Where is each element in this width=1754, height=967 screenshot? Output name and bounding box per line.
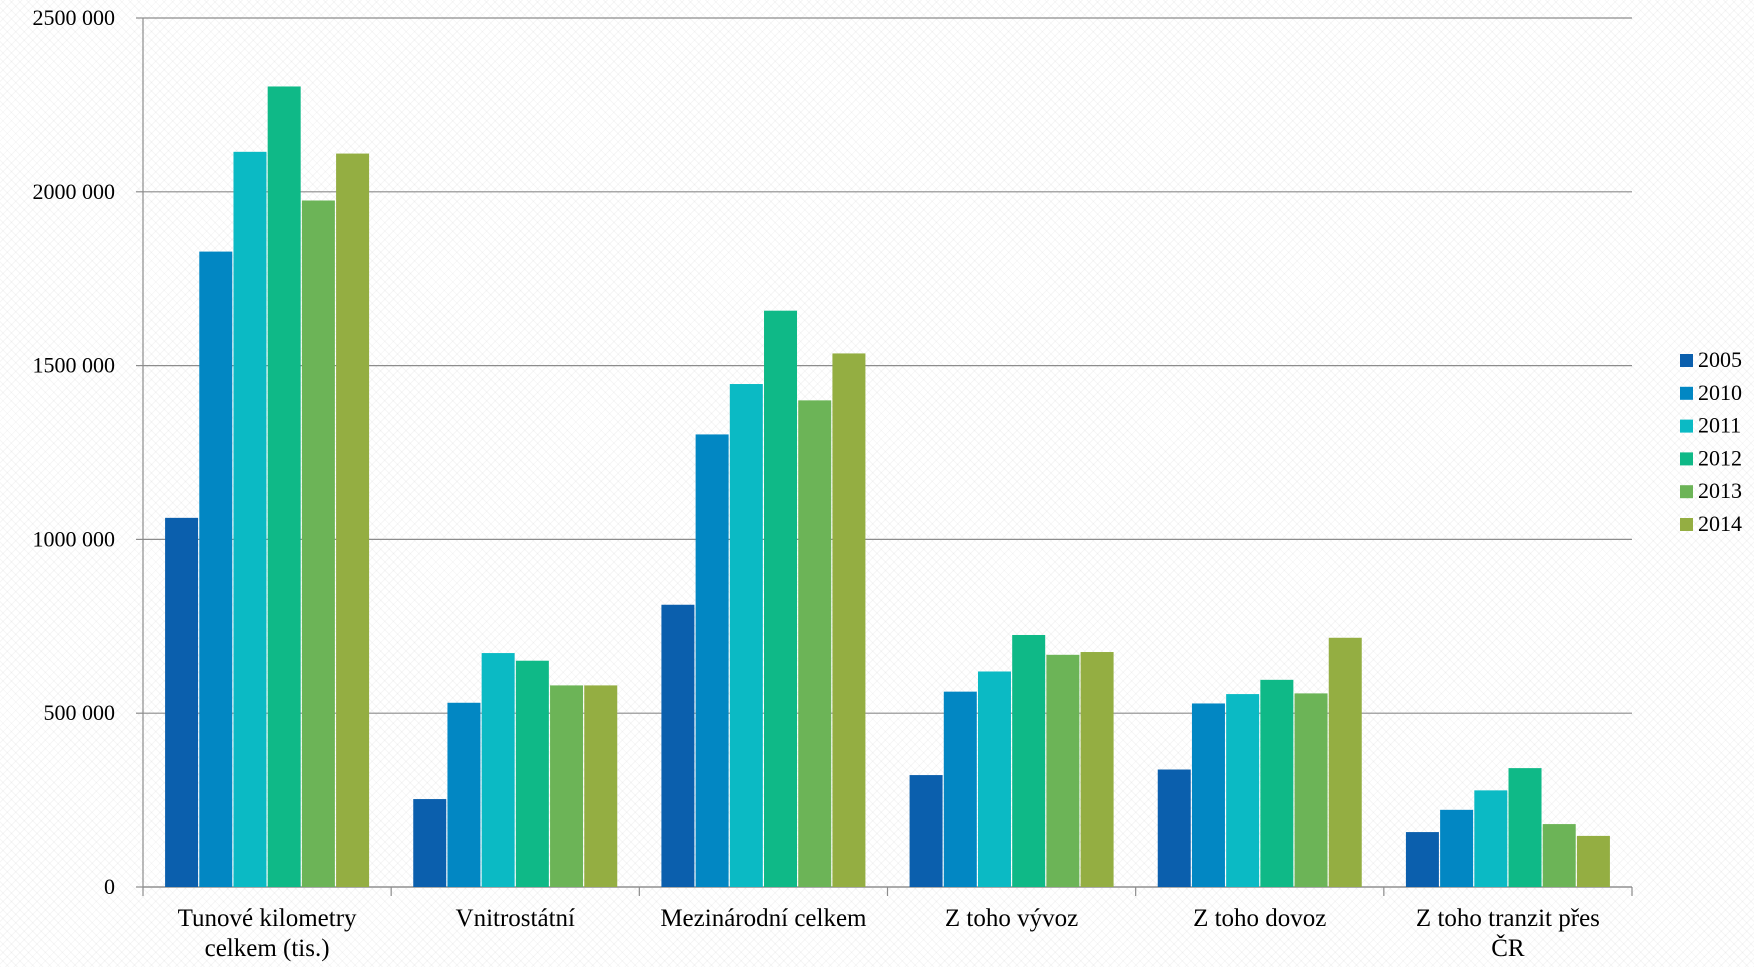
legend-label: 2005 bbox=[1698, 347, 1742, 372]
bar-2012 bbox=[515, 660, 549, 887]
legend-label: 2011 bbox=[1698, 413, 1741, 438]
legend-swatch-2010 bbox=[1680, 386, 1693, 400]
bar-2010 bbox=[1191, 703, 1225, 887]
legend-swatch-2012 bbox=[1680, 452, 1693, 466]
legend-swatch-2005 bbox=[1680, 354, 1693, 367]
bar-2013 bbox=[1294, 693, 1328, 887]
bar-2010 bbox=[199, 251, 233, 887]
category-label: ČR bbox=[1491, 934, 1525, 962]
bar-2005 bbox=[1405, 832, 1439, 887]
bar-2011 bbox=[729, 384, 763, 887]
bar-2011 bbox=[977, 671, 1011, 887]
bar-2013 bbox=[1542, 824, 1576, 887]
bar-2014 bbox=[1080, 652, 1114, 887]
bar-2012 bbox=[1508, 768, 1542, 887]
bar-2013 bbox=[301, 200, 335, 888]
category-label: celkem (tis.) bbox=[205, 935, 330, 962]
category-label: Vnitrostátní bbox=[456, 905, 575, 932]
bar-2014 bbox=[1576, 835, 1610, 887]
bar-2012 bbox=[764, 310, 798, 887]
bar-2005 bbox=[909, 775, 943, 887]
legend-swatch-2011 bbox=[1680, 419, 1693, 433]
category-label: Tunové kilometry bbox=[178, 905, 357, 932]
bar-2005 bbox=[413, 799, 447, 887]
legend-label: 2013 bbox=[1698, 478, 1742, 503]
bar-2011 bbox=[1474, 790, 1508, 887]
y-tick-label: 500 000 bbox=[44, 700, 116, 725]
legend-label: 2014 bbox=[1698, 511, 1742, 536]
y-tick-label: 2500 000 bbox=[33, 5, 116, 30]
bar-2012 bbox=[267, 86, 301, 888]
bar-2010 bbox=[447, 702, 481, 887]
legend-swatch-2013 bbox=[1680, 485, 1693, 499]
y-tick-label: 1000 000 bbox=[33, 526, 116, 551]
bar-2005 bbox=[661, 604, 695, 887]
bar-2012 bbox=[1260, 679, 1294, 887]
bar-2014 bbox=[1328, 637, 1362, 887]
y-tick-label: 2000 000 bbox=[33, 179, 116, 204]
bar-2011 bbox=[233, 151, 267, 888]
bar-2005 bbox=[165, 517, 199, 887]
y-tick-label: 0 bbox=[104, 874, 115, 899]
legend-label: 2012 bbox=[1698, 445, 1742, 470]
bar-2013 bbox=[550, 685, 584, 887]
bar-2013 bbox=[798, 400, 832, 887]
bar-2011 bbox=[1226, 694, 1260, 887]
bar-2010 bbox=[943, 691, 977, 887]
bar-2010 bbox=[1440, 809, 1474, 887]
legend-swatch-2014 bbox=[1680, 518, 1693, 531]
category-label: Mezinárodní celkem bbox=[660, 905, 867, 932]
bar-2010 bbox=[695, 434, 729, 887]
bar-2014 bbox=[832, 353, 866, 888]
bar-2014 bbox=[336, 153, 370, 888]
category-label: Z toho dovoz bbox=[1193, 905, 1326, 932]
bar-2005 bbox=[1157, 769, 1191, 887]
bar-2012 bbox=[1012, 634, 1046, 887]
category-label: Z toho vývoz bbox=[945, 905, 1078, 932]
bar-2013 bbox=[1046, 654, 1080, 887]
bar-2011 bbox=[481, 653, 515, 887]
bar-2014 bbox=[584, 685, 618, 887]
legend-label: 2010 bbox=[1698, 380, 1742, 405]
category-label: Z toho tranzit přes bbox=[1416, 905, 1600, 932]
y-tick-label: 1500 000 bbox=[33, 353, 116, 378]
